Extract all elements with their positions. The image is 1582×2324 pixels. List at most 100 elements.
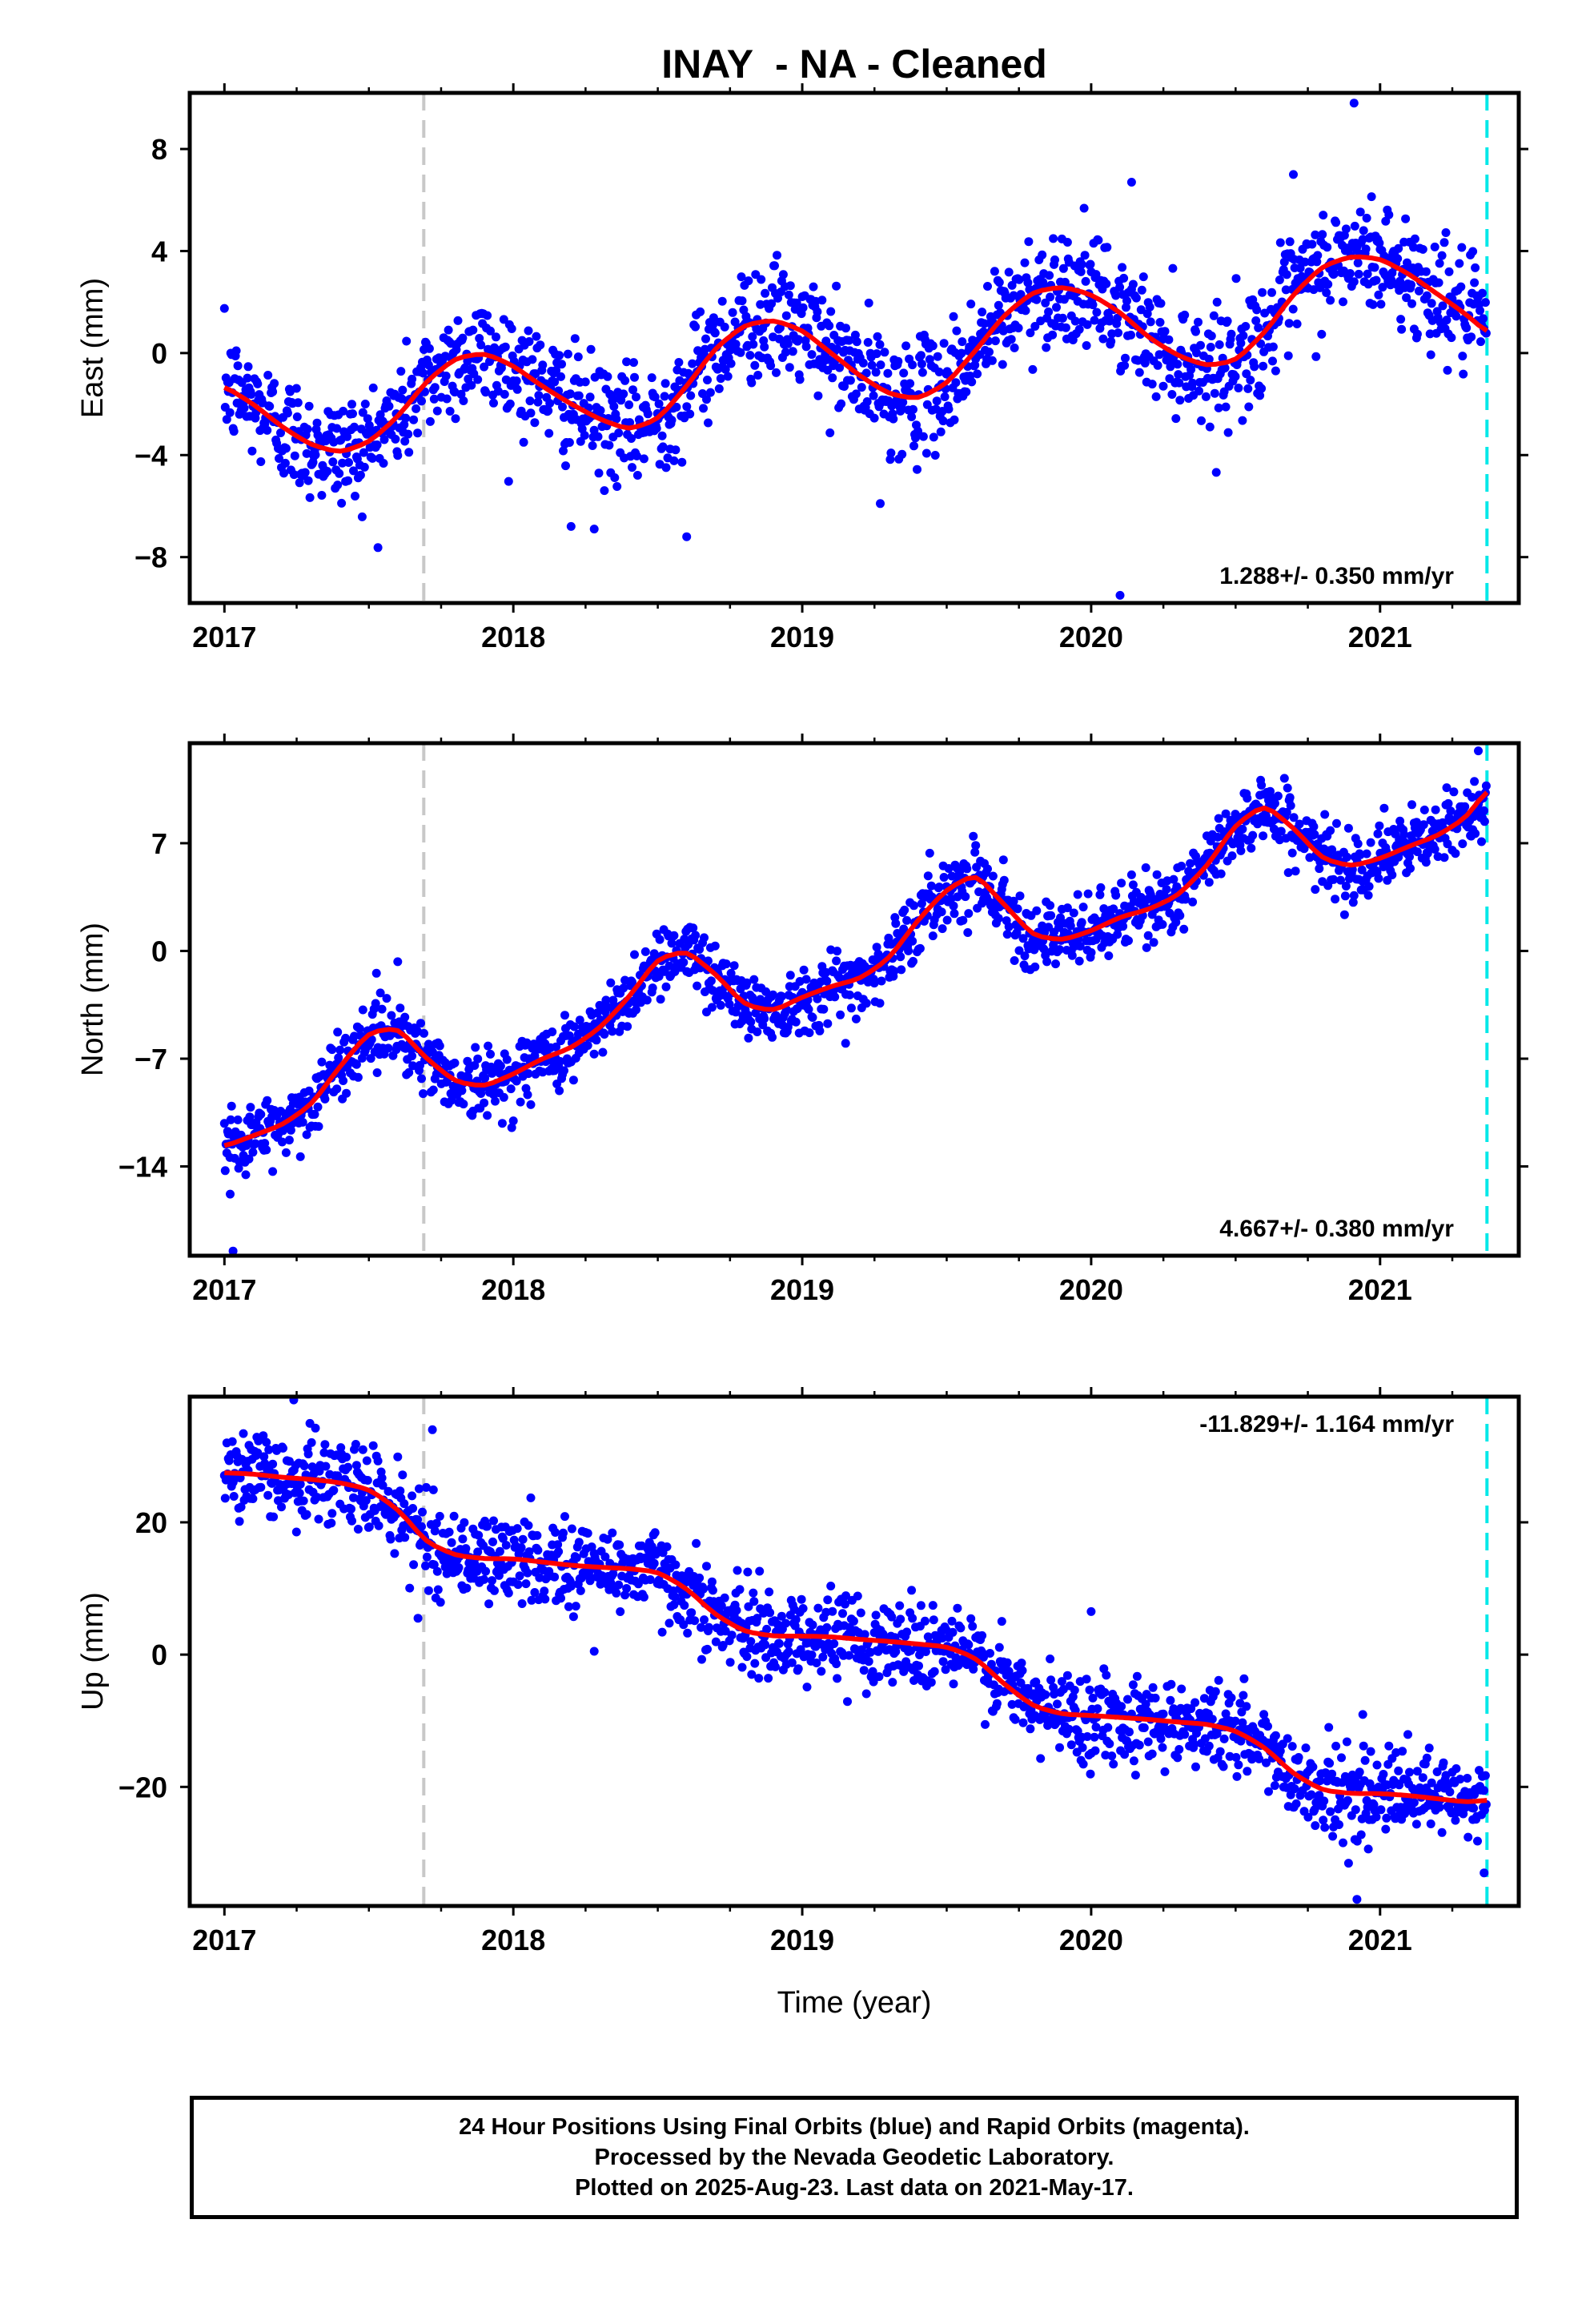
data-point — [1478, 288, 1487, 298]
data-point — [348, 409, 357, 419]
data-point — [1412, 329, 1422, 339]
data-point — [1096, 883, 1106, 892]
data-point — [679, 958, 689, 967]
data-point — [1432, 1767, 1442, 1776]
data-point — [1384, 1741, 1394, 1751]
data-point — [1367, 192, 1376, 202]
data-point — [507, 1123, 516, 1132]
data-point — [1271, 366, 1280, 376]
data-point — [843, 1697, 852, 1707]
data-point — [1128, 880, 1138, 890]
y-tick-label: 0 — [151, 935, 167, 967]
data-point — [1309, 822, 1319, 831]
data-point — [247, 446, 257, 456]
data-point — [785, 363, 794, 372]
data-point — [1158, 919, 1167, 929]
data-point — [1262, 1758, 1271, 1767]
data-point — [1384, 210, 1394, 219]
data-point — [828, 373, 837, 383]
data-point — [1402, 293, 1411, 303]
data-point — [1069, 908, 1078, 918]
data-point — [1239, 1691, 1248, 1700]
data-point — [1192, 348, 1201, 358]
data-point — [1446, 806, 1456, 816]
data-point — [750, 360, 760, 370]
data-point — [568, 1076, 578, 1085]
data-point — [1371, 1812, 1381, 1822]
data-point — [1257, 384, 1267, 393]
data-point — [1122, 303, 1130, 312]
data-point — [1291, 866, 1300, 876]
data-point — [512, 376, 521, 386]
data-point — [1259, 1710, 1269, 1719]
data-point — [1018, 1718, 1028, 1727]
data-point — [1092, 308, 1102, 317]
data-point — [1374, 874, 1383, 883]
data-point — [432, 1566, 442, 1576]
data-point — [323, 467, 332, 476]
data-point — [263, 371, 273, 380]
data-point — [1042, 957, 1052, 967]
data-point — [1439, 238, 1449, 247]
data-point — [1014, 324, 1023, 333]
data-point — [1268, 356, 1277, 366]
data-point — [1468, 793, 1477, 802]
data-point — [1412, 847, 1422, 857]
data-point — [1137, 285, 1146, 295]
data-point — [1323, 279, 1333, 289]
data-point — [928, 341, 938, 351]
data-point — [1141, 863, 1150, 872]
data-point — [1426, 350, 1435, 360]
data-point — [498, 1534, 508, 1543]
data-point — [1078, 1743, 1087, 1752]
data-point — [1259, 831, 1268, 841]
data-point — [785, 971, 795, 980]
data-point — [1358, 1710, 1367, 1719]
data-point — [453, 316, 463, 325]
data-point — [1414, 286, 1423, 296]
data-point — [1036, 1754, 1046, 1763]
data-point — [512, 1524, 522, 1534]
data-point — [1308, 1762, 1318, 1771]
data-point — [450, 1058, 460, 1068]
data-point — [661, 463, 671, 472]
data-point — [1134, 1740, 1144, 1750]
data-point — [1283, 868, 1293, 878]
data-point — [1173, 1753, 1182, 1763]
data-point — [1174, 1745, 1184, 1754]
data-point — [491, 1096, 500, 1106]
data-point — [1401, 214, 1411, 223]
data-point — [665, 1618, 674, 1628]
data-point — [1191, 1698, 1200, 1707]
data-point — [378, 1481, 387, 1490]
data-point — [845, 1651, 853, 1660]
data-point — [1427, 1778, 1436, 1787]
data-point — [314, 1514, 323, 1524]
data-point — [1058, 263, 1068, 273]
data-point — [941, 1665, 950, 1675]
data-point — [594, 468, 604, 478]
data-point — [632, 1005, 640, 1015]
data-point — [608, 1569, 618, 1578]
data-point — [688, 359, 697, 368]
data-point — [679, 1620, 689, 1630]
outlier-point — [566, 521, 576, 531]
data-point — [540, 1586, 549, 1596]
data-point — [682, 402, 692, 412]
data-point — [823, 1019, 833, 1028]
plot-frame — [187, 741, 1521, 1258]
data-point — [1407, 800, 1416, 810]
data-point — [570, 334, 580, 344]
data-point — [368, 383, 378, 392]
data-point — [1303, 1812, 1313, 1822]
data-point — [939, 873, 949, 882]
data-point — [286, 1125, 295, 1135]
data-point — [527, 1595, 536, 1605]
data-point — [619, 389, 628, 399]
data-point — [805, 1028, 814, 1038]
data-point — [483, 311, 492, 320]
data-point — [372, 1068, 382, 1077]
data-point — [693, 981, 702, 991]
data-point — [1214, 814, 1223, 823]
data-point — [671, 1560, 681, 1570]
